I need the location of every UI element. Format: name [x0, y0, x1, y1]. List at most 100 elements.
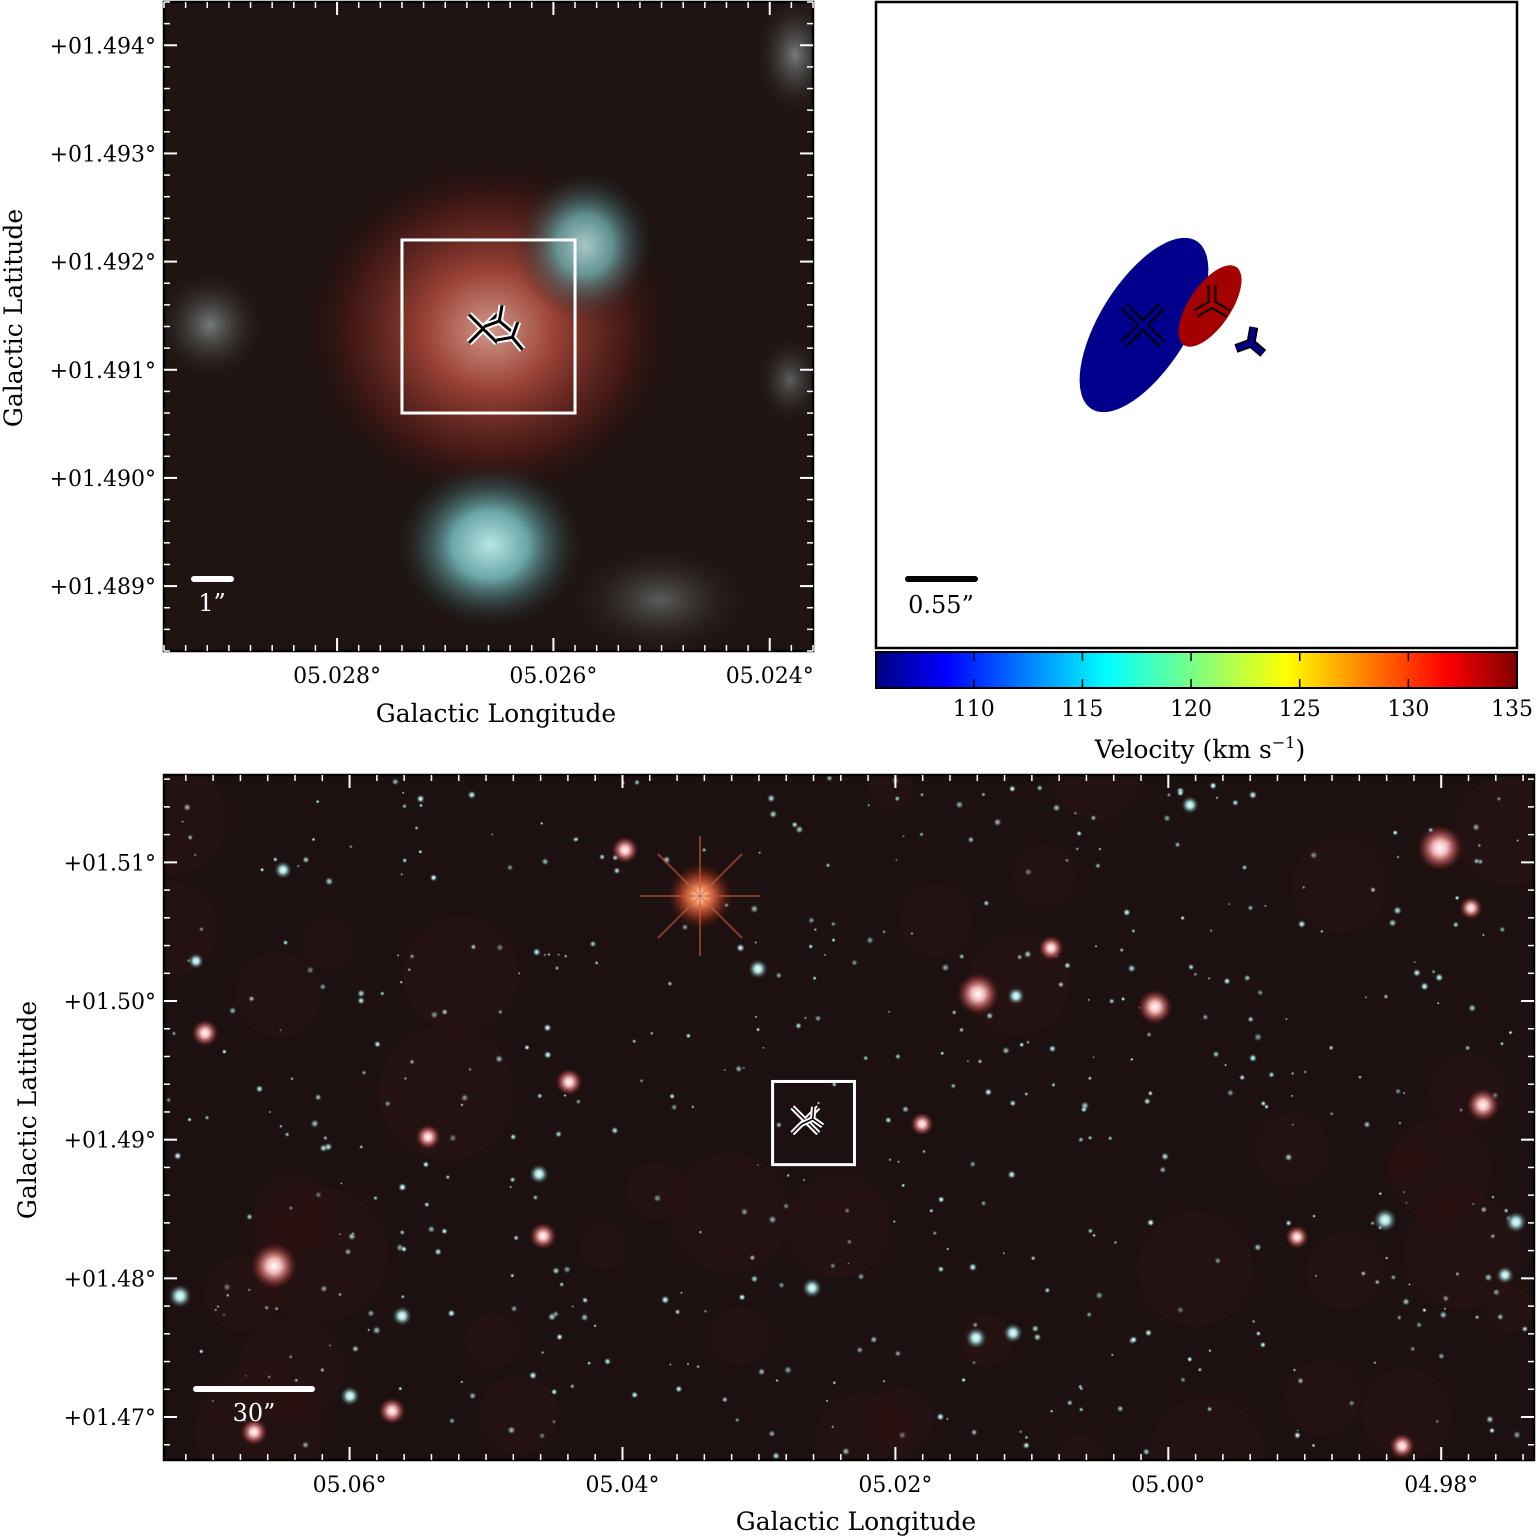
star — [1247, 1015, 1255, 1023]
star — [399, 1229, 406, 1236]
star — [901, 1105, 910, 1114]
star — [1023, 949, 1032, 959]
star — [951, 1009, 957, 1016]
star — [1186, 1356, 1193, 1363]
star — [1464, 1044, 1471, 1052]
star — [581, 1296, 589, 1304]
star — [1373, 1361, 1377, 1365]
star — [928, 1208, 934, 1214]
star — [1025, 1040, 1031, 1045]
cutout-x-tick-label: 05.024° — [726, 664, 814, 689]
star — [1431, 969, 1436, 975]
star — [1018, 1042, 1025, 1048]
star — [187, 1117, 192, 1123]
star — [735, 943, 746, 953]
star — [755, 1027, 761, 1032]
star — [315, 799, 320, 804]
star — [372, 1325, 382, 1335]
nebulosity — [252, 1187, 388, 1323]
star — [967, 836, 975, 844]
star — [1397, 1121, 1402, 1126]
star — [1290, 1094, 1294, 1098]
nebulosity — [302, 919, 354, 971]
star — [1452, 921, 1460, 929]
star — [593, 1323, 597, 1328]
star — [1031, 1324, 1040, 1333]
star — [540, 1350, 545, 1355]
star — [1473, 857, 1481, 865]
bright-star — [188, 953, 204, 969]
star — [649, 1031, 654, 1036]
nebulosity — [1455, 775, 1534, 886]
star — [539, 821, 544, 826]
star — [653, 1193, 662, 1203]
star — [740, 1207, 749, 1216]
star — [894, 795, 901, 802]
nebulosity — [1306, 1232, 1385, 1310]
cutout-y-tick-label: +01.490° — [50, 467, 156, 492]
star — [771, 1451, 781, 1460]
star — [319, 1367, 326, 1373]
star — [1073, 811, 1078, 816]
star — [1078, 1406, 1084, 1413]
star — [667, 980, 673, 987]
star — [507, 1425, 516, 1435]
star — [198, 926, 205, 933]
star — [791, 821, 799, 829]
star — [1238, 1074, 1246, 1081]
wide-field-x-tick-label: 04.98° — [1404, 1473, 1478, 1498]
nebulosity — [379, 1025, 514, 1161]
star — [1296, 1377, 1305, 1385]
star — [552, 1310, 560, 1318]
star — [319, 983, 327, 991]
bright-star — [1389, 1433, 1415, 1459]
star — [418, 849, 423, 855]
bright-star — [1137, 989, 1173, 1025]
star — [555, 1333, 564, 1341]
bright-star — [1181, 796, 1199, 814]
cutout-scalebar-label: 1” — [198, 589, 226, 617]
bright-star — [378, 1397, 406, 1425]
star — [1087, 1227, 1094, 1234]
star — [259, 867, 265, 873]
star — [543, 953, 547, 957]
bright-star — [1466, 1088, 1500, 1122]
star — [1231, 799, 1239, 807]
star — [397, 1182, 407, 1192]
star — [1063, 961, 1072, 970]
star — [1402, 1190, 1406, 1194]
star — [1110, 1353, 1115, 1357]
star — [541, 857, 550, 866]
star — [1009, 1099, 1017, 1107]
star — [282, 939, 289, 946]
star — [971, 1360, 977, 1365]
nebulosity — [1292, 838, 1387, 933]
star — [268, 1110, 272, 1114]
star — [936, 1412, 945, 1422]
star — [328, 1343, 332, 1348]
bright-star — [529, 1164, 549, 1184]
star — [401, 803, 408, 810]
velocity-colorbar — [875, 651, 1518, 689]
star — [1127, 964, 1137, 973]
star — [1174, 841, 1181, 848]
star — [429, 873, 438, 882]
star — [1409, 1345, 1416, 1352]
star — [440, 1227, 448, 1235]
star — [768, 1429, 776, 1438]
colorbar-tick-label: 110 — [953, 697, 995, 722]
star — [757, 1367, 766, 1376]
star — [812, 975, 817, 981]
bright-star — [1285, 1225, 1309, 1249]
star — [1018, 1429, 1023, 1434]
star — [783, 1365, 793, 1375]
star — [775, 1378, 779, 1383]
star — [1369, 886, 1377, 894]
star — [803, 1016, 808, 1020]
star — [841, 1447, 851, 1456]
star — [1439, 1310, 1448, 1320]
star — [887, 1010, 891, 1014]
maser-marker-y — [495, 321, 526, 352]
star — [830, 921, 837, 927]
star — [1434, 973, 1444, 982]
